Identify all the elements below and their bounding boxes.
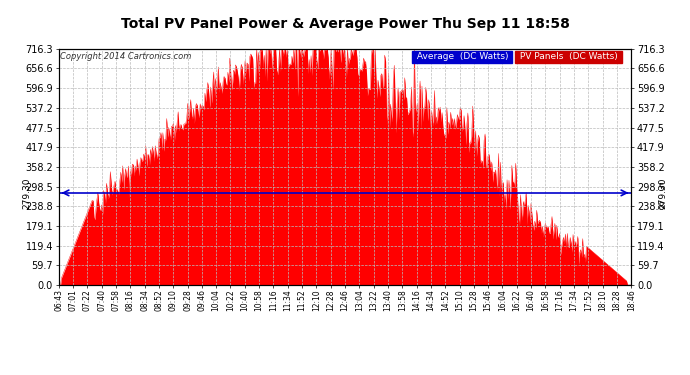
Text: 279.30: 279.30 <box>23 177 32 209</box>
Text: Copyright 2014 Cartronics.com: Copyright 2014 Cartronics.com <box>60 52 191 61</box>
Text: Average  (DC Watts): Average (DC Watts) <box>414 52 511 61</box>
Text: PV Panels  (DC Watts): PV Panels (DC Watts) <box>517 52 620 61</box>
Text: 279.30: 279.30 <box>658 177 667 209</box>
Text: Total PV Panel Power & Average Power Thu Sep 11 18:58: Total PV Panel Power & Average Power Thu… <box>121 17 569 31</box>
